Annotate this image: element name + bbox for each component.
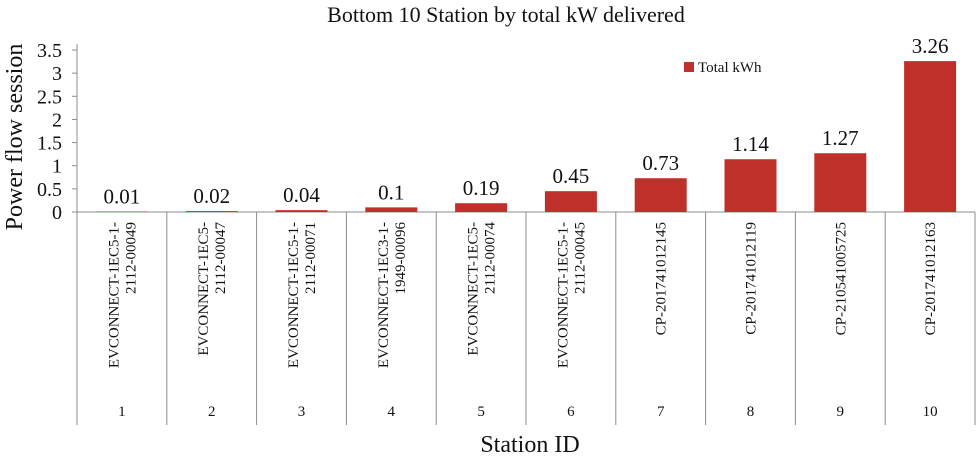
x-category-index: 1 [118, 404, 126, 420]
x-tick-label: CP-201741012163 [923, 222, 939, 335]
legend-label: Total kWh [698, 60, 762, 76]
legend: Total kWh [684, 60, 762, 76]
x-tick-label: EVCONNECT-1EC5-1- [106, 222, 122, 368]
x-category-index: 8 [747, 404, 755, 420]
x-tick-label: EVCONNECT-1EC5- [196, 222, 212, 356]
x-category-index: 3 [298, 404, 306, 420]
bar [365, 207, 418, 212]
x-category-index: 5 [477, 404, 485, 420]
x-tick-label: 2112-00045 [572, 222, 588, 294]
x-category-index: 9 [837, 404, 845, 420]
bar [634, 178, 687, 212]
data-label: 3.26 [912, 34, 949, 58]
x-tick-label: CP-210541005725 [833, 222, 849, 335]
data-label: 0.19 [463, 176, 500, 200]
x-tick-label: 2112-00071 [303, 222, 319, 294]
data-label: 0.1 [378, 180, 404, 204]
x-category-index: 6 [567, 404, 575, 420]
x-category-index: 7 [657, 404, 665, 420]
bar [724, 159, 777, 212]
x-tick-label: CP-201741012119 [744, 222, 760, 335]
data-label: 0.45 [553, 164, 590, 188]
data-label: 1.27 [822, 126, 859, 150]
bar [275, 210, 328, 212]
x-axis-title: Station ID [480, 432, 579, 458]
x-tick-label: EVCONNECT-1EC5-1- [286, 222, 302, 368]
bar [455, 203, 508, 212]
y-axis: 00.511.522.533.5 [37, 40, 78, 224]
data-labels: 0.01 0.02 0.04 0.1 0.19 0.45 0.73 1.14 1.27 3.26 [104, 34, 949, 208]
y-tick-label: 1 [52, 156, 62, 178]
y-tick-label: 0 [52, 202, 62, 224]
x-tick-label: EVCONNECT-1EC3-1- [376, 222, 392, 368]
legend-swatch [684, 62, 694, 72]
bars [95, 61, 957, 213]
x-tick-label: 1949-00096 [393, 222, 409, 295]
data-label: 0.04 [283, 183, 320, 207]
bar [185, 211, 238, 212]
y-axis-title: Power flow session [2, 44, 28, 231]
bar [814, 153, 867, 212]
data-label: 0.01 [104, 185, 141, 209]
data-label: 0.02 [193, 184, 230, 208]
bar [544, 191, 597, 212]
y-tick-label: 3 [52, 63, 62, 85]
x-tick-label: CP-201741012145 [654, 222, 670, 335]
x-category-index: 10 [923, 404, 938, 420]
data-label: 0.73 [642, 151, 679, 175]
x-tick-label: 2112-00074 [483, 222, 499, 294]
y-tick-label: 1.5 [37, 133, 62, 155]
x-tick-label: 2112-00047 [213, 222, 229, 294]
y-tick-label: 3.5 [37, 40, 62, 62]
x-tick-label: EVCONNECT-1EC5-1- [555, 222, 571, 368]
x-category-index: 4 [388, 404, 396, 420]
chart-title: Bottom 10 Station by total kW delivered [327, 2, 685, 27]
x-tick-label: 2112-00049 [123, 222, 139, 294]
y-tick-label: 0.5 [37, 179, 62, 201]
y-tick-label: 2 [52, 109, 62, 131]
data-label: 1.14 [732, 132, 769, 156]
x-tick-label: EVCONNECT-1EC5- [466, 222, 482, 356]
y-tick-label: 2.5 [37, 86, 62, 108]
x-axis: EVCONNECT-1EC5-1- 2112-000491EVCONNECT-1E… [76, 211, 976, 425]
x-category-index: 2 [208, 404, 216, 420]
bar [904, 61, 957, 213]
